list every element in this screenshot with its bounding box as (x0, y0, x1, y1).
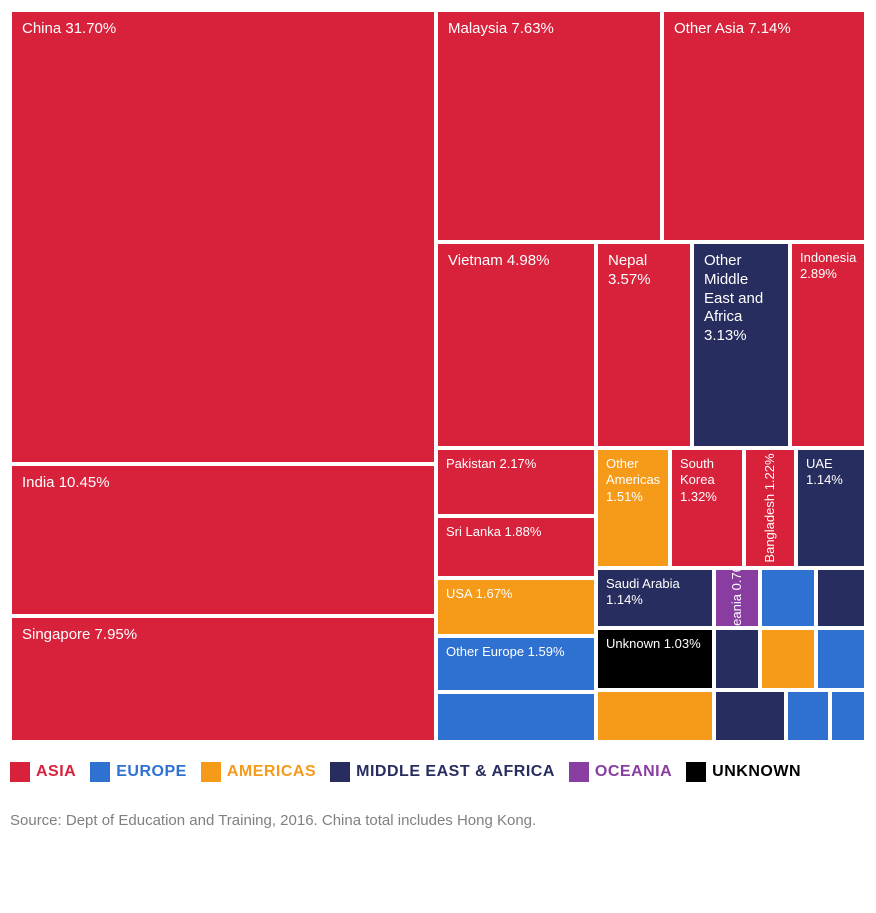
treemap-cell-skorea: South Korea 1.32% (670, 448, 744, 568)
treemap-cell-amer2 (596, 690, 714, 742)
legend-item-asia: ASIA (10, 762, 76, 782)
legend-swatch (201, 762, 221, 782)
treemap-cell-usa: USA 1.67% (436, 578, 596, 636)
treemap-cell-srilanka: Sri Lanka 1.88% (436, 516, 596, 578)
legend-label: MIDDLE EAST & AFRICA (356, 763, 555, 781)
legend-swatch (330, 762, 350, 782)
legend-label: AMERICAS (227, 763, 316, 781)
legend-item-oceania: OCEANIA (569, 762, 672, 782)
treemap-cell-eur5 (830, 690, 866, 742)
legend-label: UNKNOWN (712, 763, 801, 781)
source-note: Source: Dept of Education and Training, … (10, 812, 866, 829)
treemap-cell-vietnam: Vietnam 4.98% (436, 242, 596, 448)
treemap-cell-mea4 (816, 568, 866, 628)
treemap-cell-china: China 31.70% (10, 10, 436, 464)
treemap-cell-eur1 (436, 692, 596, 742)
treemap-cell-unknown_c: Unknown 1.03% (596, 628, 714, 690)
treemap-cell-oceania: Oceania 0.76% (714, 568, 760, 628)
treemap-cell-amer3 (760, 628, 816, 690)
treemap-cell-other_asia: Other Asia 7.14% (662, 10, 866, 242)
treemap-cell-uae: UAE 1.14% (796, 448, 866, 568)
treemap-cell-other_amer: Other Americas 1.51% (596, 448, 670, 568)
legend-swatch (686, 762, 706, 782)
treemap-cell-indonesia: Indonesia 2.89% (790, 242, 866, 448)
legend-item-europe: EUROPE (90, 762, 187, 782)
treemap-cell-nepal: Nepal 3.57% (596, 242, 692, 448)
treemap-cell-pakistan: Pakistan 2.17% (436, 448, 596, 516)
treemap-cell-mea3 (714, 690, 786, 742)
legend-label: EUROPE (116, 763, 187, 781)
legend-swatch (569, 762, 589, 782)
treemap-cell-mea2 (714, 628, 760, 690)
treemap-cell-eur2 (760, 568, 816, 628)
treemap-cell-eur3 (786, 690, 830, 742)
treemap-cell-bangladesh: Bangladesh 1.22% (744, 448, 796, 568)
treemap-cell-malaysia: Malaysia 7.63% (436, 10, 662, 242)
legend-swatch (10, 762, 30, 782)
treemap-cell-india: India 10.45% (10, 464, 436, 616)
treemap-cell-saudi: Saudi Arabia 1.14% (596, 568, 714, 628)
legend-item-unknown: UNKNOWN (686, 762, 801, 782)
legend-item-americas: AMERICAS (201, 762, 316, 782)
legend-label: OCEANIA (595, 763, 672, 781)
treemap-cell-eur4 (816, 628, 866, 690)
legend-swatch (90, 762, 110, 782)
treemap-chart: China 31.70%India 10.45%Singapore 7.95% M… (10, 10, 866, 742)
legend-item-mea: MIDDLE EAST & AFRICA (330, 762, 555, 782)
legend: ASIA EUROPE AMERICAS MIDDLE EAST & AFRICA OC… (10, 762, 866, 782)
treemap-cell-other_eur: Other Europe 1.59% (436, 636, 596, 692)
legend-label: ASIA (36, 763, 76, 781)
treemap-cell-singapore: Singapore 7.95% (10, 616, 436, 742)
treemap-cell-other_mea: Other Middle East and Africa 3.13% (692, 242, 790, 448)
